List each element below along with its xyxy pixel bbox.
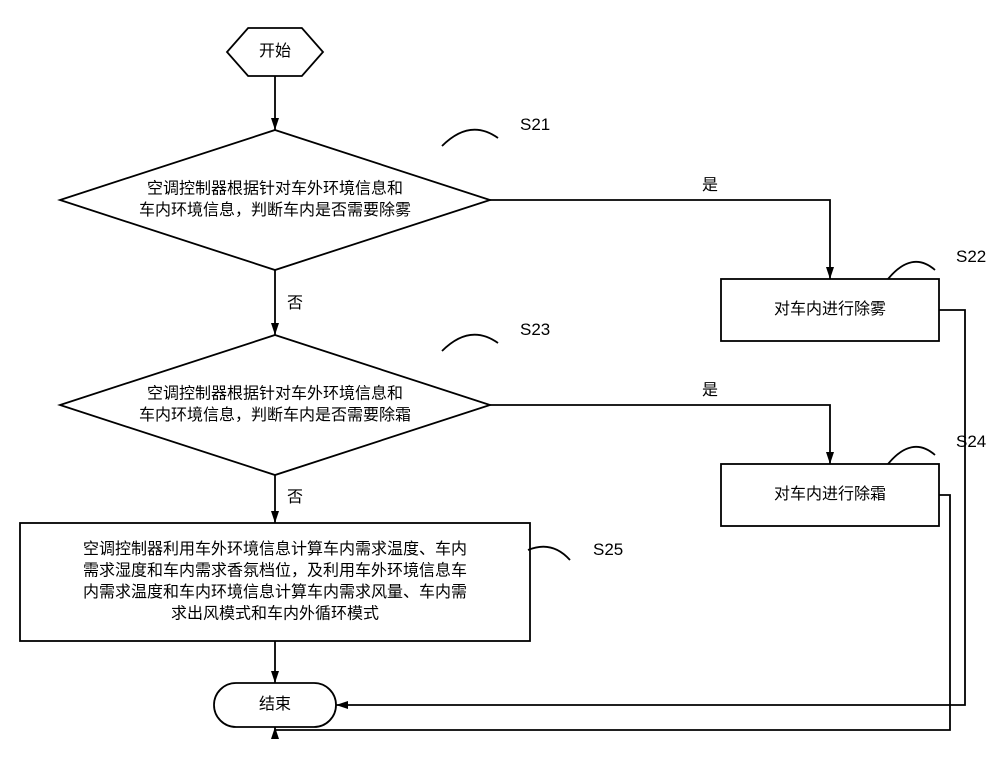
svg-text:空调控制器根据针对车外环境信息和: 空调控制器根据针对车外环境信息和: [147, 178, 403, 197]
svg-text:否: 否: [287, 489, 303, 506]
svg-text:S24: S24: [956, 432, 986, 451]
svg-text:开始: 开始: [259, 42, 291, 60]
svg-text:结束: 结束: [259, 695, 291, 713]
svg-text:求出风模式和车内外循环模式: 求出风模式和车内外循环模式: [171, 605, 379, 623]
svg-text:S21: S21: [520, 115, 550, 134]
svg-text:对车内进行除雾: 对车内进行除雾: [774, 300, 886, 318]
svg-text:对车内进行除霜: 对车内进行除霜: [774, 485, 886, 503]
svg-text:车内环境信息，判断车内是否需要除雾: 车内环境信息，判断车内是否需要除雾: [139, 200, 411, 219]
svg-text:是: 是: [702, 382, 718, 399]
svg-text:否: 否: [287, 295, 303, 312]
svg-text:S23: S23: [520, 320, 550, 339]
svg-text:车内环境信息，判断车内是否需要除霜: 车内环境信息，判断车内是否需要除霜: [139, 405, 411, 424]
svg-text:空调控制器根据针对车外环境信息和: 空调控制器根据针对车外环境信息和: [147, 383, 403, 402]
flowchart-canvas: 是否是否开始空调控制器根据针对车外环境信息和车内环境信息，判断车内是否需要除雾S…: [0, 0, 1000, 760]
svg-text:S25: S25: [593, 540, 623, 559]
svg-text:S22: S22: [956, 247, 986, 266]
svg-text:内需求温度和车内环境信息计算车内需求风量、车内需: 内需求温度和车内环境信息计算车内需求风量、车内需: [83, 582, 467, 601]
svg-text:空调控制器利用车外环境信息计算车内需求温度、车内: 空调控制器利用车外环境信息计算车内需求温度、车内: [83, 539, 467, 558]
svg-text:是: 是: [702, 177, 718, 194]
svg-text:需求湿度和车内需求香氛档位，及利用车外环境信息车: 需求湿度和车内需求香氛档位，及利用车外环境信息车: [83, 560, 467, 579]
